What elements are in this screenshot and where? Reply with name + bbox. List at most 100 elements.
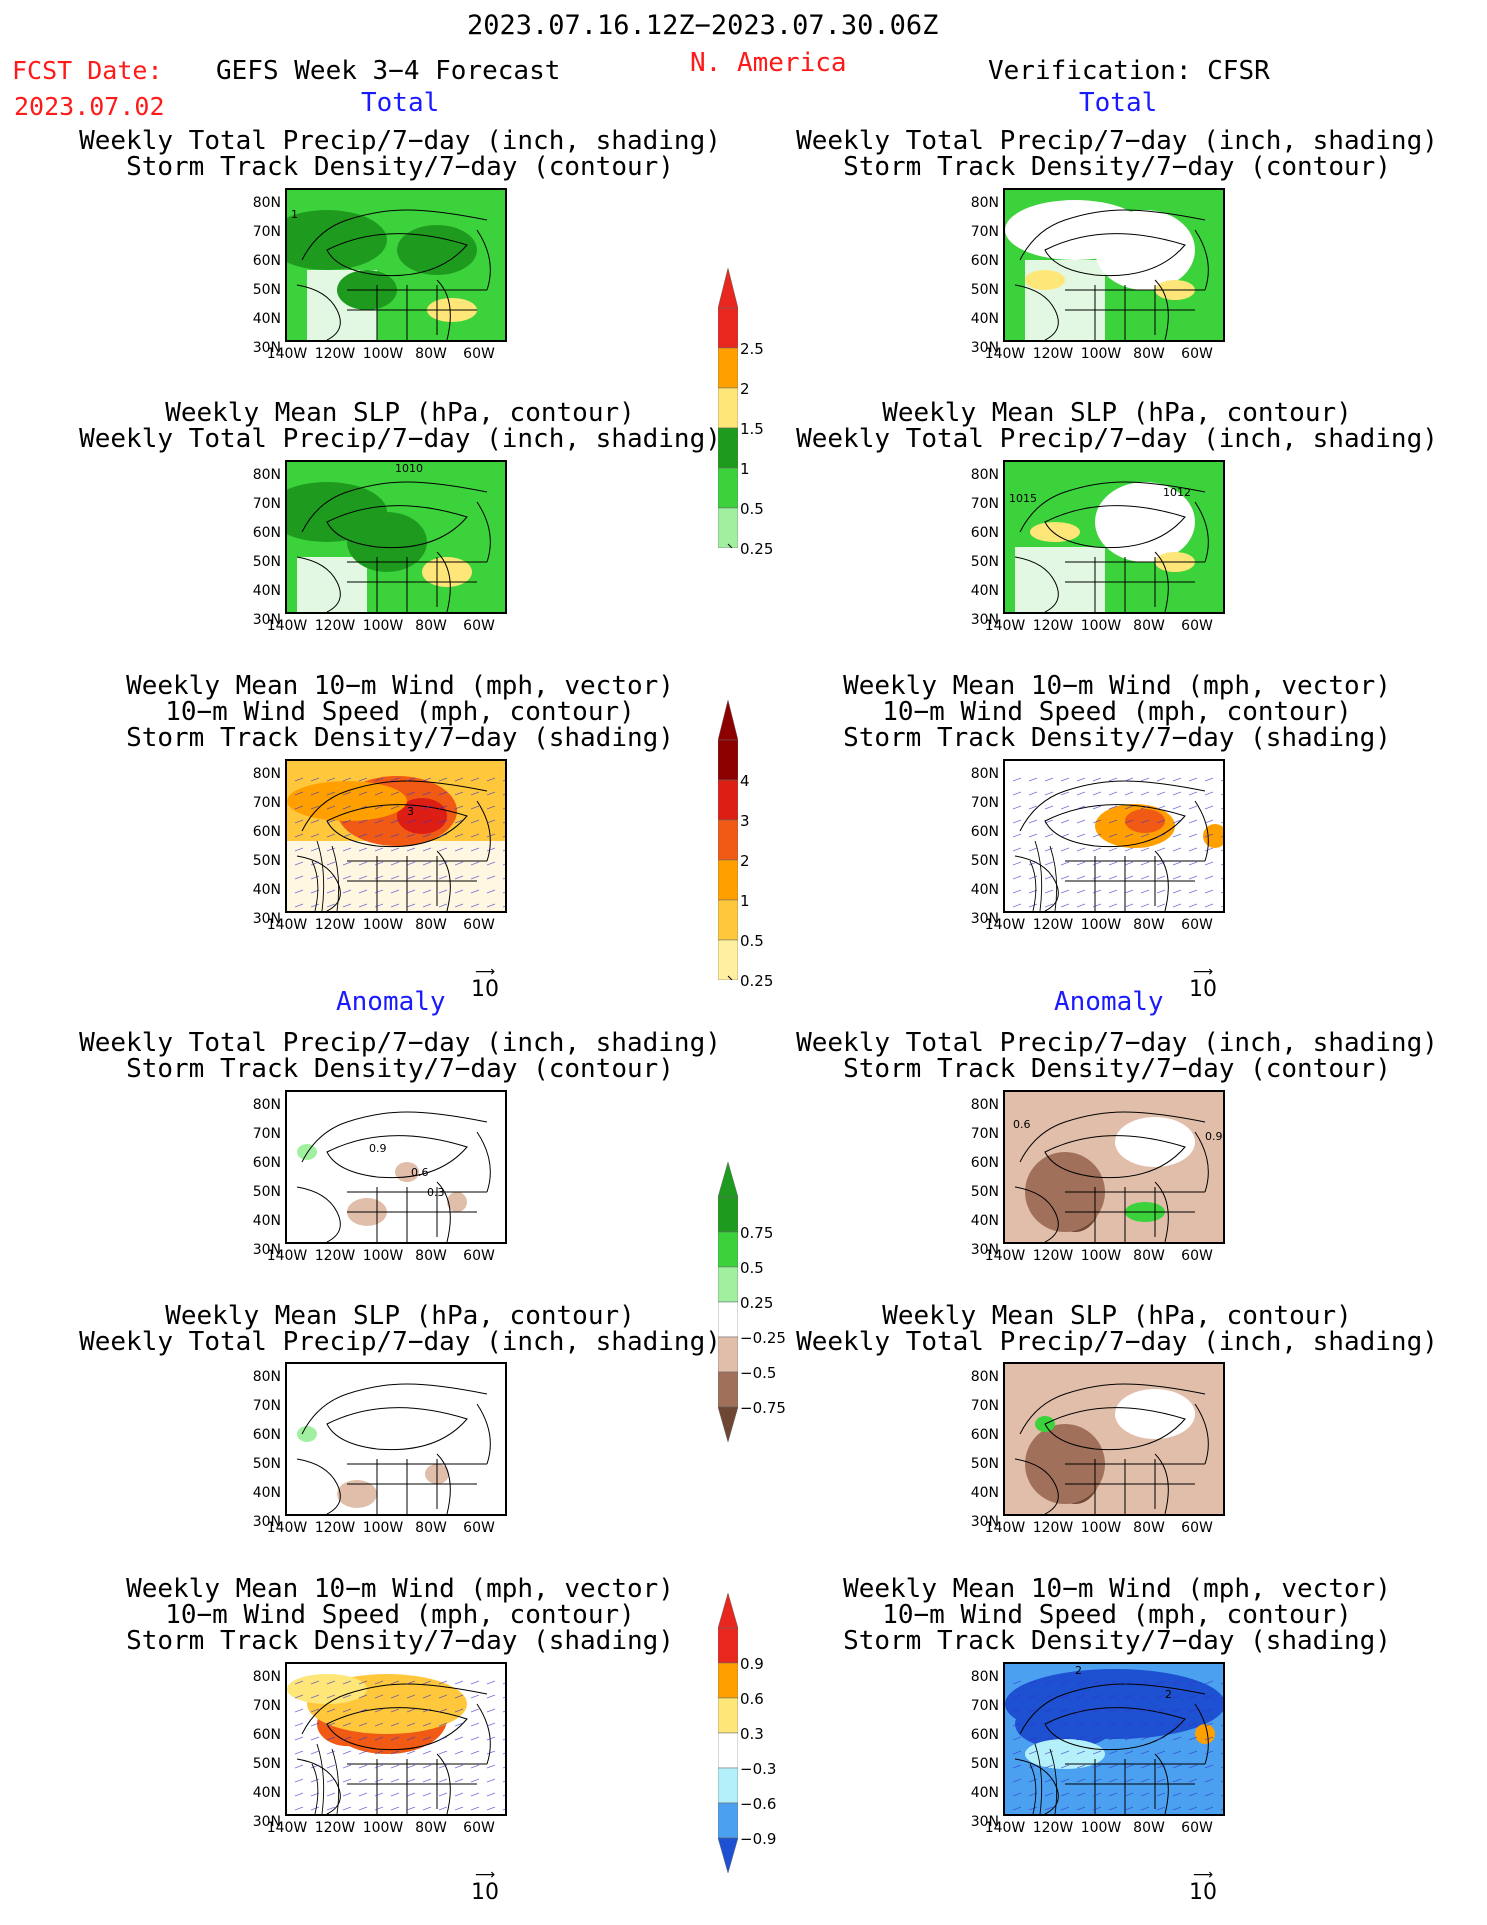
map-panel: 0.6 0.9 <box>1003 1090 1225 1244</box>
contour-label: 2 <box>1165 1688 1172 1701</box>
lat-tick-label: 30N <box>970 612 999 628</box>
contour-label: 1 <box>291 208 298 221</box>
contour-label: 0.6 <box>1013 1118 1031 1131</box>
lat-tick-label: 50N <box>970 554 999 570</box>
lon-tick-label: 140W <box>266 346 308 362</box>
colorbar-label: −0.6 <box>740 1795 777 1813</box>
lon-tick-label: 80W <box>415 1248 447 1264</box>
panel-title-line: Storm Track Density/7−day (contour) <box>126 152 674 182</box>
lat-tick-label: 70N <box>970 1126 999 1142</box>
lat-tick-label: 40N <box>970 882 999 898</box>
panel-title-line: Weekly Total Precip/7−day (inch, shading… <box>796 126 1438 156</box>
fcst-date-label: FCST Date: <box>12 56 163 85</box>
lat-tick-label: 60N <box>252 1155 281 1171</box>
lon-tick-label: 60W <box>1181 1248 1213 1264</box>
lon-tick-label: 80W <box>415 618 447 634</box>
colorbar-label: 0.25 <box>740 1294 774 1312</box>
lat-tick-label: 30N <box>970 340 999 356</box>
lon-tick-label: 80W <box>415 1520 447 1536</box>
lon-tick-label: 120W <box>1032 618 1074 634</box>
lat-tick-label: 30N <box>252 911 281 927</box>
colorbar: 4 3 2 1 0.5 0.25 <box>717 699 798 990</box>
lon-tick-label: 80W <box>1133 1520 1165 1536</box>
lon-tick-label: 140W <box>984 917 1026 933</box>
lat-tick-label: 50N <box>252 1456 281 1472</box>
vector-reference: ⟶ 10 <box>1189 964 1217 1002</box>
lat-tick-label: 30N <box>252 612 281 628</box>
lon-tick-label: 60W <box>463 1520 495 1536</box>
lat-tick-label: 60N <box>252 253 281 269</box>
panel-title-line: 10−m Wind Speed (mph, contour) <box>165 697 635 727</box>
panel-title-line: Storm Track Density/7−day (shading) <box>126 723 674 753</box>
lon-tick-label: 120W <box>1032 346 1074 362</box>
lat-tick-label: 40N <box>970 311 999 327</box>
lat-tick-label: 50N <box>970 282 999 298</box>
lon-tick-label: 100W <box>362 618 404 634</box>
lat-tick-label: 50N <box>970 1456 999 1472</box>
lat-tick-label: 30N <box>252 1514 281 1530</box>
lon-tick-label: 120W <box>314 1520 356 1536</box>
lon-tick-label: 60W <box>1181 1820 1213 1836</box>
colorbar-label: 0.25 <box>740 540 774 558</box>
lat-tick-label: 70N <box>252 795 281 811</box>
lon-tick-label: 100W <box>362 1520 404 1536</box>
panel-title-line: Weekly Mean 10−m Wind (mph, vector) <box>843 1574 1391 1604</box>
lat-tick-label: 30N <box>252 1814 281 1830</box>
region-title: N. America <box>690 48 847 78</box>
colorbar: 2.5 2 1.5 1 0.5 0.25 <box>717 267 798 558</box>
lat-tick-label: 40N <box>970 1213 999 1229</box>
fcst-date-value: 2023.07.02 <box>14 92 165 121</box>
lat-tick-label: 80N <box>970 195 999 211</box>
panel-title-line: Storm Track Density/7−day (shading) <box>126 1626 674 1656</box>
vector-reference: ⟶ 10 <box>471 1867 499 1905</box>
lat-tick-label: 50N <box>252 282 281 298</box>
lat-tick-label: 80N <box>970 1097 999 1113</box>
panel-title-line: Weekly Mean 10−m Wind (mph, vector) <box>843 671 1391 701</box>
lon-tick-label: 120W <box>314 917 356 933</box>
panel-title-line: Weekly Mean SLP (hPa, contour) <box>165 398 635 428</box>
lon-tick-label: 120W <box>314 1820 356 1836</box>
lon-tick-label: 140W <box>984 1248 1026 1264</box>
date-range-title: 2023.07.16.12Z−2023.07.30.06Z <box>467 10 939 41</box>
lat-tick-label: 70N <box>252 496 281 512</box>
lon-tick-label: 100W <box>362 346 404 362</box>
colorbar-label: −0.3 <box>740 1760 777 1778</box>
lat-tick-label: 60N <box>970 1727 999 1743</box>
lon-tick-label: 140W <box>984 346 1026 362</box>
lon-tick-label: 100W <box>1080 1248 1122 1264</box>
colorbar-label: 2 <box>740 380 750 398</box>
lat-tick-label: 60N <box>252 1727 281 1743</box>
contour-label: 1010 <box>395 462 423 475</box>
lon-tick-label: 120W <box>1032 1820 1074 1836</box>
lat-tick-label: 70N <box>970 1398 999 1414</box>
lon-tick-label: 60W <box>463 917 495 933</box>
lat-tick-label: 50N <box>252 554 281 570</box>
map-panel: 1 <box>285 188 507 342</box>
map-panel <box>285 1662 507 1816</box>
lon-tick-label: 60W <box>463 1820 495 1836</box>
lat-tick-label: 40N <box>252 1785 281 1801</box>
map-panel: 1015 1012 <box>1003 460 1225 614</box>
map-panel <box>1003 1362 1225 1516</box>
map-panel: 1010 <box>285 460 507 614</box>
colorbar-label: 0.5 <box>740 1259 764 1277</box>
lat-tick-label: 40N <box>252 882 281 898</box>
lon-tick-label: 80W <box>415 917 447 933</box>
lon-tick-label: 100W <box>362 1820 404 1836</box>
colorbar-label: −0.9 <box>740 1830 777 1848</box>
map-panel: 0.9 0.6 0.3 <box>285 1090 507 1244</box>
panel-title-line: Storm Track Density/7−day (contour) <box>843 152 1391 182</box>
lat-tick-label: 50N <box>252 1756 281 1772</box>
map-panel: 3 <box>285 759 507 913</box>
colorbar: 0.75 0.5 0.25 −0.25 −0.5 −0.75 <box>717 1161 798 1443</box>
lon-tick-label: 140W <box>266 1520 308 1536</box>
lon-tick-label: 100W <box>1080 618 1122 634</box>
panel-title-line: Storm Track Density/7−day (contour) <box>843 1054 1391 1084</box>
panel-title-line: Weekly Total Precip/7−day (inch, shading… <box>79 126 721 156</box>
contour-label: 0.6 <box>411 1166 429 1179</box>
lat-tick-label: 70N <box>970 496 999 512</box>
lat-tick-label: 70N <box>970 224 999 240</box>
panel-title-line: Weekly Total Precip/7−day (inch, shading… <box>79 424 721 454</box>
lon-tick-label: 60W <box>1181 1520 1213 1536</box>
verification-title: Verification: CFSR <box>988 56 1270 86</box>
